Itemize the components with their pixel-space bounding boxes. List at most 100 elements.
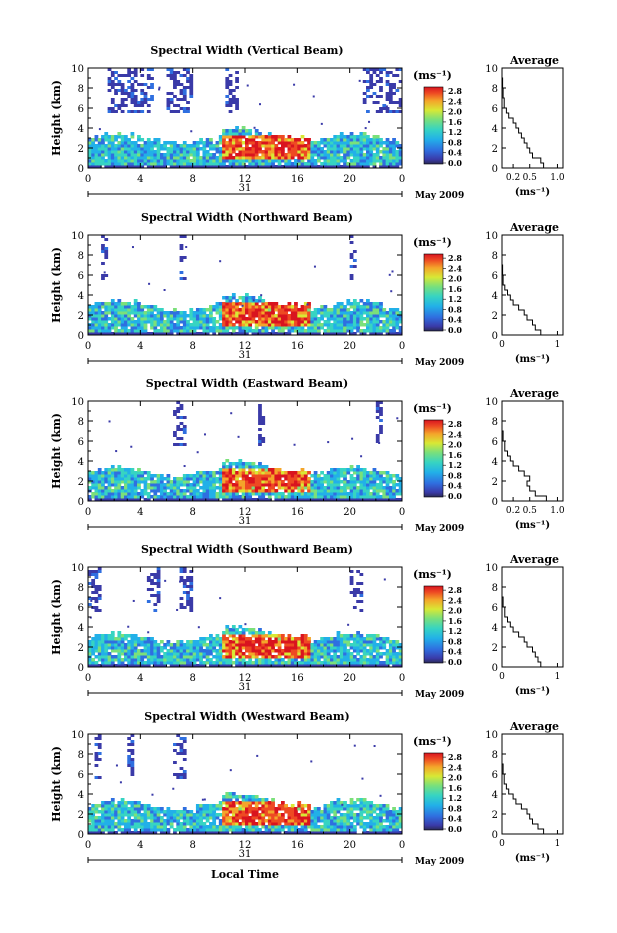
echo-cell — [330, 492, 334, 496]
echo-cell — [376, 437, 380, 440]
echo-cell — [140, 159, 144, 163]
panel-title: Spectral Width (Eastward Beam) — [146, 377, 348, 390]
echo-cell — [134, 101, 138, 104]
echo-cell — [147, 495, 151, 499]
echo-cell — [150, 83, 154, 86]
echo-cell — [198, 626, 200, 628]
echo-cell — [219, 597, 221, 599]
echo-cell — [297, 159, 301, 163]
echo-cell — [248, 628, 252, 632]
echo-cell — [320, 649, 324, 653]
echo-cell — [343, 468, 347, 472]
echo-cell — [170, 810, 174, 814]
echo-cell — [229, 471, 233, 475]
echo-cell — [392, 661, 396, 665]
echo-cell — [104, 238, 108, 241]
echo-cell — [104, 256, 108, 259]
average-y-tick-label: 2 — [492, 311, 498, 322]
echo-cell — [88, 828, 92, 832]
echo-cell — [392, 655, 396, 659]
echo-cell — [189, 89, 193, 92]
panel-0: Spectral Width (Vertical Beam)0246810Hei… — [50, 44, 565, 201]
echo-cell — [235, 652, 239, 656]
echo-cell — [108, 816, 112, 820]
echo-cell — [124, 637, 128, 641]
echo-cell — [91, 661, 95, 665]
echo-cell — [310, 150, 314, 154]
echo-cell — [186, 86, 190, 89]
echo-cell — [340, 132, 344, 136]
echo-cell — [373, 101, 377, 104]
echo-cell — [278, 314, 282, 318]
echo-cell — [340, 489, 344, 493]
echo-cell — [396, 417, 398, 419]
echo-cell — [327, 658, 331, 662]
echo-cell — [117, 317, 121, 321]
echo-cell — [134, 643, 138, 647]
echo-cell — [189, 603, 193, 606]
echo-cell — [101, 807, 105, 811]
echo-cell — [163, 314, 167, 318]
echo-cell — [206, 495, 210, 499]
echo-cell — [222, 631, 226, 635]
echo-cell — [206, 150, 210, 154]
echo-cell — [134, 156, 138, 160]
echo-cell — [183, 95, 187, 98]
echo-cell — [199, 807, 203, 811]
echo-cell — [163, 652, 167, 656]
echo-cell — [268, 144, 272, 148]
echo-cell — [366, 326, 370, 330]
echo-cell — [359, 495, 363, 499]
echo-cell — [274, 661, 278, 665]
echo-cell — [209, 138, 213, 142]
echo-cell — [170, 655, 174, 659]
echo-cell — [225, 299, 229, 303]
echo-cell — [320, 652, 324, 656]
average-x-tick-label: 0.5 — [523, 173, 538, 183]
echo-cell — [291, 471, 295, 475]
echo-cell — [337, 631, 341, 635]
echo-cell — [114, 486, 118, 490]
echo-cell — [327, 492, 331, 496]
echo-cell — [252, 631, 256, 635]
echo-cell — [137, 471, 141, 475]
echo-cell — [111, 159, 115, 163]
echo-cell — [366, 492, 370, 496]
echo-cell — [333, 317, 337, 321]
echo-cell — [235, 162, 239, 166]
echo-cell — [320, 640, 324, 644]
echo-cell — [219, 135, 223, 139]
echo-cell — [284, 320, 288, 324]
echo-cell — [265, 643, 269, 647]
echo-cell — [274, 314, 278, 318]
echo-cell — [314, 323, 318, 327]
echo-cell — [304, 495, 308, 499]
echo-cell — [353, 138, 357, 142]
echo-cell — [183, 579, 185, 581]
echo-cell — [111, 83, 115, 86]
echo-cell — [173, 413, 177, 416]
echo-cell — [147, 474, 151, 478]
echo-cell — [268, 640, 272, 644]
echo-cell — [173, 655, 177, 659]
echo-cell — [150, 573, 154, 576]
echo-cell — [160, 477, 164, 481]
echo-cell — [202, 661, 206, 665]
echo-cell — [104, 323, 108, 327]
echo-cell — [265, 317, 269, 321]
echo-cell — [180, 247, 184, 250]
echo-cell — [271, 308, 275, 312]
echo-cell — [261, 658, 265, 662]
echo-cell — [268, 634, 272, 638]
echo-cell — [104, 326, 108, 330]
echo-cell — [144, 305, 148, 309]
echo-cell — [379, 138, 383, 142]
echo-cell — [180, 643, 184, 647]
echo-cell — [314, 471, 318, 475]
echo-cell — [98, 302, 102, 306]
echo-cell — [196, 317, 200, 321]
echo-cell — [304, 329, 308, 333]
echo-cell — [337, 138, 341, 142]
echo-cell — [350, 320, 354, 324]
echo-cell — [144, 92, 148, 95]
